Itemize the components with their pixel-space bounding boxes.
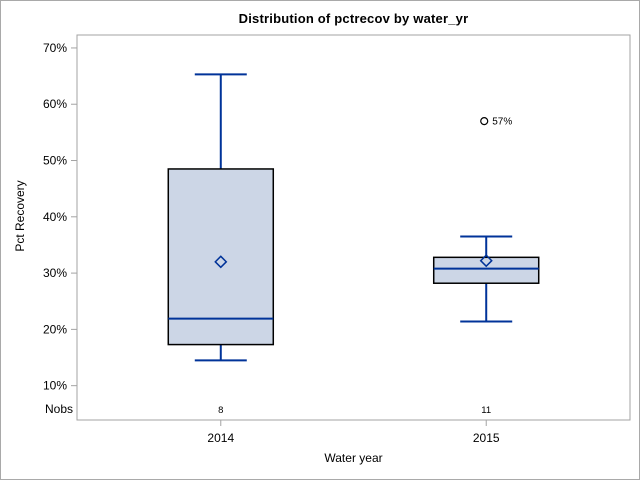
nobs-row-label: Nobs [44,402,73,416]
nobs-value: 11 [481,405,491,416]
outlier-marker [480,117,489,126]
y-tick-label: 30% [43,266,67,280]
category-label: 2014 [207,431,234,445]
mean-diamond-marker [214,255,228,269]
mean-diamond-marker [479,254,493,268]
iqr-box [432,256,540,284]
y-tick-label: 20% [43,322,67,336]
category-label: 2015 [473,431,500,445]
y-tick-label: 10% [43,379,67,393]
chart-title: Distribution of pctrecov by water_yr [238,11,469,26]
y-tick-label: 50% [43,154,67,168]
y-tick-label: 60% [43,97,67,111]
y-tick-label: 40% [43,210,67,224]
nobs-value: 8 [218,405,223,416]
outlier-label: 57% [492,117,512,128]
x-axis-label: Water year [324,451,383,465]
plot-frame [76,34,631,421]
y-tick-label: 70% [43,41,67,55]
